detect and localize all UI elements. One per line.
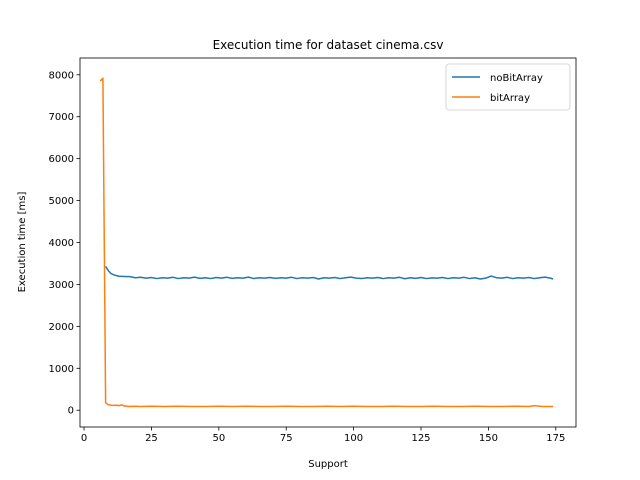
y-tick-label: 0	[68, 406, 74, 417]
x-axis-label: Support	[308, 459, 348, 470]
x-tick-label: 100	[344, 433, 363, 444]
y-axis-label: Execution time [ms]	[17, 192, 28, 293]
y-tick-label: 3000	[49, 280, 74, 291]
x-tick-label: 50	[212, 433, 225, 444]
plot-area	[80, 58, 576, 427]
x-tick-label: 75	[280, 433, 293, 444]
series-layer	[99, 77, 554, 408]
chart-title: Execution time for dataset cinema.csv	[213, 38, 444, 52]
y-tick-label: 1000	[49, 364, 74, 375]
series-line-bitArray	[99, 77, 554, 408]
x-tick-label: 125	[411, 433, 430, 444]
legend-label: noBitArray	[490, 73, 543, 84]
x-tick-label: 175	[546, 433, 565, 444]
y-tick-label: 4000	[49, 238, 74, 249]
x-tick-label: 25	[145, 433, 158, 444]
legend-label: bitArray	[490, 93, 530, 104]
y-tick-label: 6000	[49, 154, 74, 165]
y-tick-label: 2000	[49, 322, 74, 333]
x-tick-label: 0	[81, 433, 87, 444]
y-tick-label: 7000	[49, 112, 74, 123]
x-tick-label: 150	[479, 433, 498, 444]
y-tick-label: 8000	[49, 70, 74, 81]
ticks-layer: 0 25 50 75 100 125 150 175 0 1000 2000 3000 4000 5000…	[49, 70, 566, 444]
plot-frame	[79, 57, 577, 428]
legend: noBitArray bitArray	[445, 63, 571, 111]
series-line-noBitArray	[104, 265, 554, 280]
legend-box	[445, 63, 571, 111]
y-tick-label: 5000	[49, 196, 74, 207]
